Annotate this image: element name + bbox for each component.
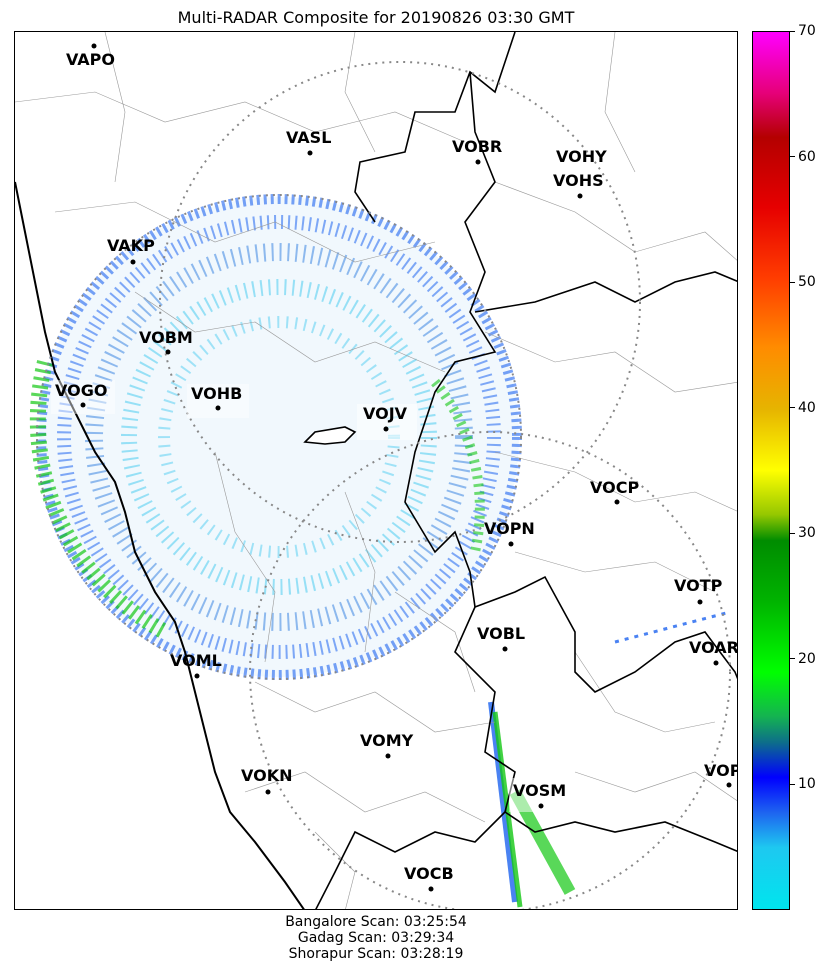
- station-label: VOGO: [55, 381, 107, 400]
- station-label: VOBM: [139, 328, 193, 347]
- colorbar-tick-label: 10: [798, 776, 816, 793]
- station-label: VOAR: [689, 638, 738, 657]
- station-label: VAPO: [66, 50, 115, 69]
- station-label: VOBR: [452, 137, 502, 156]
- station-markers: VAPO VASL VOBR VOHY VOHS VAKP: [51, 43, 738, 892]
- map-title: Multi-RADAR Composite for 20190826 03:30…: [177, 8, 575, 27]
- station-vomy[interactable]: VOMY: [360, 731, 414, 759]
- station-label: VOJV: [363, 404, 408, 423]
- station-vogo[interactable]: VOGO: [51, 380, 115, 414]
- station-votp[interactable]: VOTP: [674, 576, 723, 605]
- station-label: VOKN: [241, 766, 293, 785]
- station-vopc[interactable]: VOPC: [704, 761, 738, 788]
- station-label: VOSM: [513, 781, 566, 800]
- radar-range-rings: [36, 61, 731, 909]
- scan-time-bangalore: Bangalore Scan: 03:25:54: [285, 914, 467, 930]
- station-label: VAKP: [107, 236, 155, 255]
- station-label: VASL: [286, 128, 331, 147]
- colorbar-tick-mark: [790, 783, 795, 785]
- station-voar[interactable]: VOAR: [689, 638, 738, 666]
- station-vohs[interactable]: VOHS: [553, 171, 604, 199]
- station-vobm[interactable]: VOBM: [139, 328, 193, 355]
- coastline: [15, 181, 305, 909]
- station-label: VOMY: [360, 731, 414, 750]
- colorbar-tick-mark: [790, 281, 795, 283]
- district-boundaries: [15, 32, 737, 909]
- colorbar: [752, 31, 790, 910]
- colorbar-tick-label: 50: [798, 274, 816, 291]
- station-label: VOML: [170, 651, 222, 670]
- radar-echo-field: [29, 194, 731, 908]
- colorbar-tick-mark: [790, 658, 795, 660]
- scan-time-gadag: Gadag Scan: 03:29:34: [297, 930, 455, 946]
- station-label: VOCB: [404, 864, 454, 883]
- station-label: VOHB: [191, 384, 242, 403]
- colorbar-tick-mark: [790, 407, 795, 409]
- colorbar-tick-mark: [790, 30, 795, 32]
- station-vosm[interactable]: VOSM: [509, 778, 569, 812]
- station-vocp[interactable]: VOCP: [590, 478, 639, 505]
- colorbar-tick-mark: [790, 156, 795, 158]
- colorbar-tick-label: 30: [798, 525, 816, 542]
- station-vokn[interactable]: VOKN: [241, 766, 293, 795]
- colorbar-tick-label: 70: [798, 23, 816, 39]
- station-vohy[interactable]: VOHY: [556, 147, 607, 166]
- station-label: VOPN: [484, 519, 535, 538]
- colorbar-tick-label: 20: [798, 650, 816, 667]
- colorbar-tick-label: 60: [798, 148, 816, 165]
- station-vobr[interactable]: VOBR: [452, 137, 502, 165]
- station-vojv[interactable]: VOJV: [357, 404, 417, 440]
- scan-time-shorapur: Shorapur Scan: 03:28:19: [288, 946, 464, 962]
- station-vopn[interactable]: VOPN: [484, 519, 535, 547]
- station-vohb[interactable]: VOHB: [187, 384, 249, 418]
- station-label: VOHS: [553, 171, 604, 190]
- colorbar-gradient: [753, 32, 789, 909]
- station-label: VOTP: [674, 576, 723, 595]
- station-vasl[interactable]: VASL: [286, 128, 331, 156]
- station-label: VOCP: [590, 478, 639, 497]
- station-vakp[interactable]: VAKP: [107, 236, 155, 265]
- scan-times: Bangalore Scan: 03:25:54 Gadag Scan: 03:…: [14, 914, 738, 962]
- radar-map-canvas: VAPO VASL VOBR VOHY VOHS VAKP: [15, 32, 738, 909]
- station-label: VOBL: [477, 624, 525, 643]
- station-vapo[interactable]: VAPO: [66, 43, 115, 70]
- station-vocb[interactable]: VOCB: [404, 864, 454, 892]
- radar-map[interactable]: VAPO VASL VOBR VOHY VOHS VAKP: [14, 31, 738, 910]
- colorbar-tick-mark: [790, 532, 795, 534]
- station-label: VOHY: [556, 147, 607, 166]
- station-label: VOPC: [704, 761, 738, 780]
- colorbar-tick-label: 40: [798, 399, 816, 416]
- station-vobl[interactable]: VOBL: [477, 624, 525, 652]
- station-voml[interactable]: VOML: [170, 651, 222, 679]
- state-boundaries: [303, 32, 737, 909]
